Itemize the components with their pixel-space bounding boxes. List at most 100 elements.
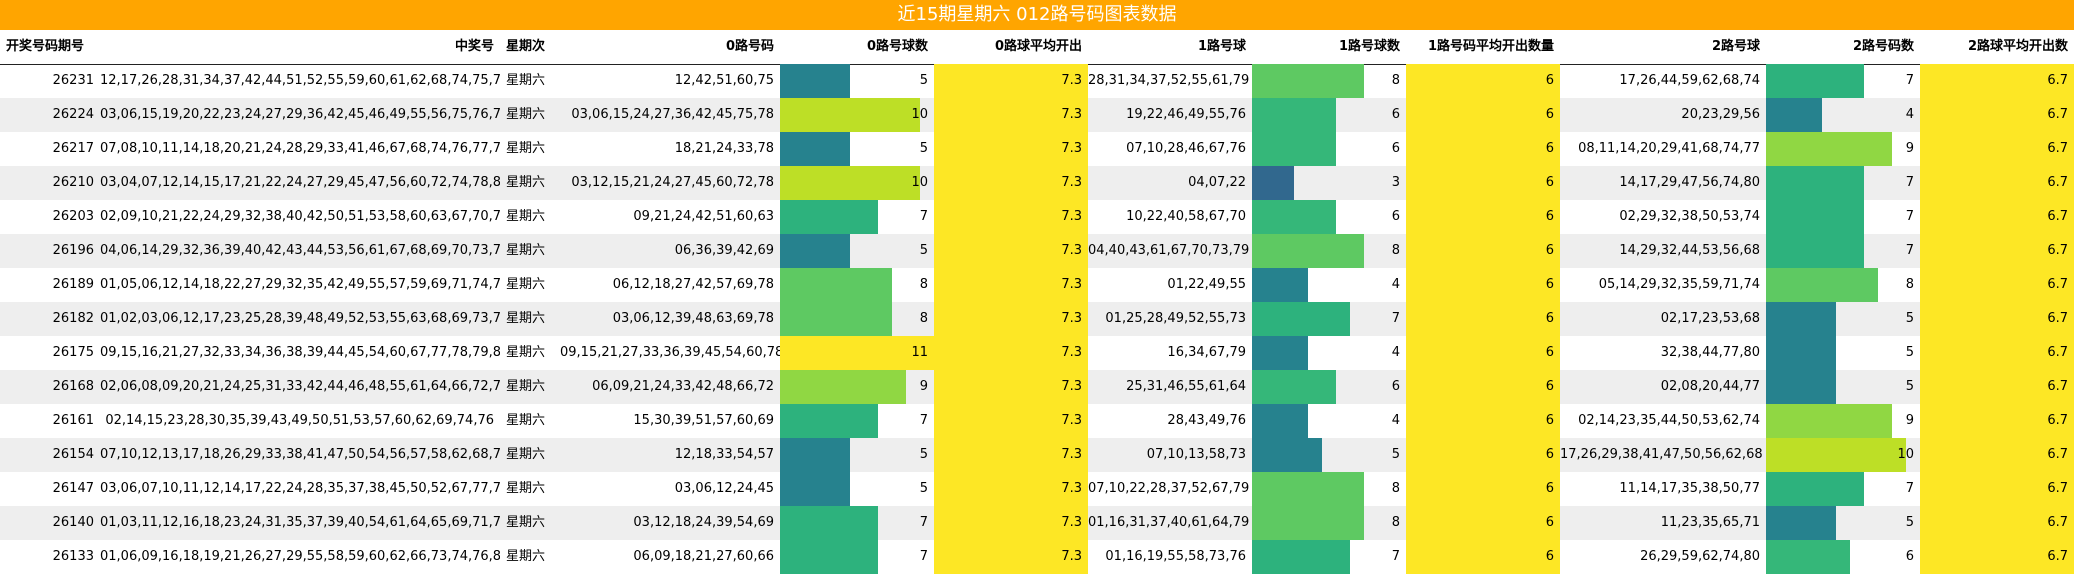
column-header: 中奖号 [454, 39, 494, 54]
route2-average-label: 6.7 [2047, 413, 2068, 428]
route2-average-label: 6.7 [2047, 107, 2068, 122]
weekday-cell: 星期六 [506, 549, 546, 564]
route2-count-label: 5 [1905, 311, 1914, 326]
route1-count-bar [1252, 234, 1364, 268]
route2-count-bar [1766, 506, 1836, 540]
route2-average-label: 6.7 [2047, 481, 2068, 496]
route1-numbers-cell: 25,31,46,55,61,64 [1126, 379, 1246, 394]
route0-count-bar [780, 302, 892, 336]
route2-average-bar [1920, 64, 2074, 98]
route0-numbers-cell: 18,21,24,33,78 [674, 141, 774, 156]
period-cell: 26210 [52, 175, 94, 190]
route0-count-label: 10 [911, 107, 928, 122]
route2-count-bar [1766, 268, 1878, 302]
weekday-cell: 星期六 [506, 73, 546, 88]
route0-average-bar [934, 234, 1088, 268]
column-header: 0路号码 [725, 39, 774, 54]
route1-average-bar [1406, 234, 1560, 268]
route1-count-bar [1252, 200, 1336, 234]
route1-numbers-cell: 01,16,19,55,58,73,76 [1105, 549, 1246, 564]
route1-count-bar [1252, 438, 1322, 472]
route0-count-label: 7 [919, 549, 928, 564]
route1-average-bar [1406, 404, 1560, 438]
route1-count-bar [1252, 166, 1294, 200]
route1-count-label: 6 [1391, 379, 1400, 394]
route0-average-bar [934, 268, 1088, 302]
route2-count-label: 6 [1905, 549, 1914, 564]
route1-average-bar [1406, 472, 1560, 506]
route0-count-label: 5 [919, 141, 928, 156]
route2-count-bar [1766, 234, 1864, 268]
route1-count-bar [1252, 64, 1364, 98]
table-row: 26210 03,04,07,12,14,15,17,21,22,24,27,29… [0, 166, 2074, 200]
route1-numbers-cell: 04,07,22 [1188, 175, 1246, 190]
route2-average-bar [1920, 336, 2074, 370]
table-row: 26140 01,03,11,12,16,18,23,24,31,35,37,39… [0, 506, 2074, 540]
route1-average-label: 6 [1545, 447, 1554, 462]
route1-count-bar [1252, 98, 1336, 132]
table-header-row: 开奖号码期号 中奖号 星期次 0路号码 0路号球数 0路球平均开出 1路号球 1路号球数 1路号… [0, 30, 2074, 65]
route1-numbers-cell: 19,22,46,49,55,76 [1126, 107, 1246, 122]
route2-count-bar [1766, 302, 1836, 336]
route2-numbers-cell: 17,26,29,38,41,47,50,56,62,68 [1560, 447, 1763, 462]
table-row: 26147 03,06,07,10,11,12,14,17,22,24,28,35… [0, 472, 2074, 506]
route1-count-label: 8 [1391, 73, 1400, 88]
route0-numbers-cell: 15,30,39,51,57,60,69 [633, 413, 774, 428]
route2-numbers-cell: 17,26,44,59,62,68,74 [1619, 73, 1760, 88]
winning-numbers-cell: 09,15,16,21,27,32,33,34,36,38,39,44,45,5… [100, 345, 500, 360]
route0-average-label: 7.3 [1061, 175, 1082, 190]
route2-count-bar [1766, 98, 1822, 132]
route1-count-bar [1252, 132, 1336, 166]
route1-average-bar [1406, 200, 1560, 234]
period-cell: 26189 [52, 277, 94, 292]
route2-average-label: 6.7 [2047, 73, 2068, 88]
winning-numbers-cell: 02,06,08,09,20,21,24,25,31,33,42,44,46,4… [100, 379, 500, 394]
route0-numbers-cell: 06,36,39,42,69 [674, 243, 774, 258]
route0-average-bar [934, 540, 1088, 574]
route2-count-label: 5 [1905, 345, 1914, 360]
column-header: 2路号码数 [1852, 39, 1914, 54]
route1-count-label: 8 [1391, 481, 1400, 496]
route2-numbers-cell: 02,14,23,35,44,50,53,62,74 [1578, 413, 1760, 428]
route0-count-label: 5 [919, 481, 928, 496]
route2-count-label: 9 [1905, 413, 1914, 428]
route2-average-label: 6.7 [2047, 277, 2068, 292]
route2-average-label: 6.7 [2047, 209, 2068, 224]
route1-average-label: 6 [1545, 311, 1554, 326]
route0-count-bar [780, 540, 878, 574]
route1-average-bar [1406, 132, 1560, 166]
route0-average-label: 7.3 [1061, 243, 1082, 258]
route0-count-bar [780, 98, 920, 132]
weekday-cell: 星期六 [506, 413, 546, 428]
route0-count-bar [780, 234, 850, 268]
period-cell: 26231 [52, 73, 94, 88]
route0-count-label: 7 [919, 413, 928, 428]
route1-average-bar [1406, 98, 1560, 132]
weekday-cell: 星期六 [506, 175, 546, 190]
route2-numbers-cell: 26,29,59,62,74,80 [1640, 549, 1760, 564]
table-row: 26217 07,08,10,11,14,18,20,21,24,28,29,33… [0, 132, 2074, 166]
route2-numbers-cell: 14,29,32,44,53,56,68 [1619, 243, 1760, 258]
weekday-cell: 星期六 [506, 243, 546, 258]
route2-count-label: 7 [1905, 209, 1914, 224]
column-header: 0路球平均开出 [994, 39, 1082, 54]
route0-average-label: 7.3 [1061, 73, 1082, 88]
route0-count-label: 5 [919, 73, 928, 88]
route0-count-bar [780, 404, 878, 438]
route0-count-label: 8 [919, 311, 928, 326]
route1-average-label: 6 [1545, 73, 1554, 88]
route2-count-label: 5 [1905, 515, 1914, 530]
route0-average-label: 7.3 [1061, 209, 1082, 224]
table-row: 26182 01,02,03,06,12,17,23,25,28,39,48,49… [0, 302, 2074, 336]
route0-numbers-cell: 03,06,12,24,45 [674, 481, 774, 496]
route1-average-bar [1406, 336, 1560, 370]
chart-title: 近15期星期六 012路号码图表数据 [0, 0, 2074, 30]
period-cell: 26203 [52, 209, 94, 224]
weekday-cell: 星期六 [506, 447, 546, 462]
winning-numbers-cell: 01,05,06,12,14,18,22,27,29,32,35,42,49,5… [100, 277, 500, 292]
route2-numbers-cell: 02,17,23,53,68 [1660, 311, 1760, 326]
column-header: 2路球平均开出数 [1967, 39, 2068, 54]
route0-numbers-cell: 03,06,15,24,27,36,42,45,75,78 [571, 107, 774, 122]
route1-count-label: 4 [1391, 277, 1400, 292]
route2-average-bar [1920, 132, 2074, 166]
